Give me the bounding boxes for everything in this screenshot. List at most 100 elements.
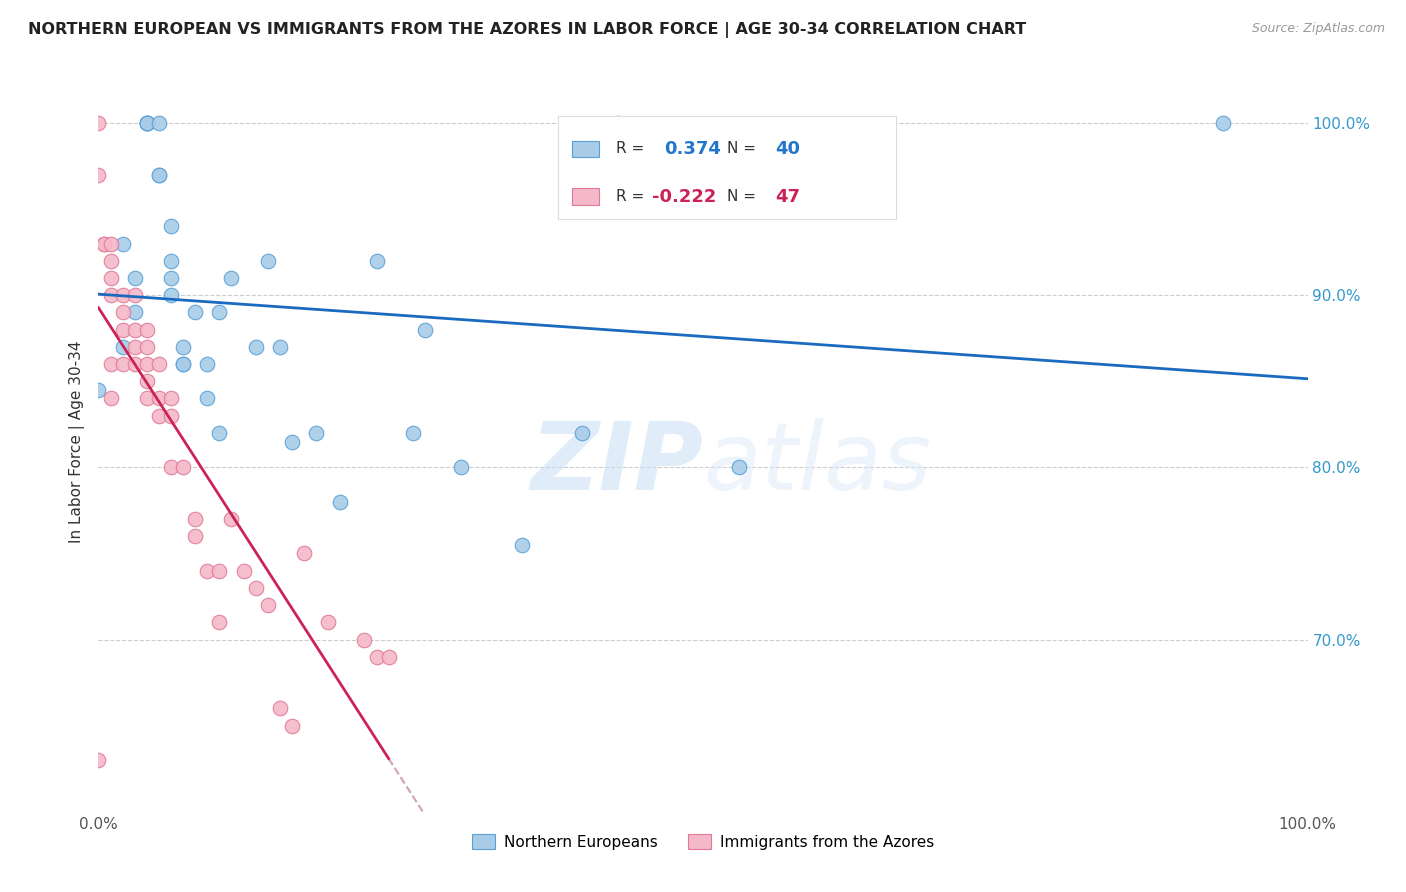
Text: N =: N = bbox=[727, 142, 761, 156]
Point bbox=[221, 271, 243, 285]
Point bbox=[607, 116, 630, 130]
Point bbox=[281, 718, 304, 732]
Point bbox=[184, 305, 207, 319]
Point bbox=[172, 460, 194, 475]
Point bbox=[728, 460, 751, 475]
Point bbox=[135, 116, 157, 130]
Point bbox=[172, 357, 194, 371]
Point bbox=[510, 538, 533, 552]
Point bbox=[124, 271, 146, 285]
Point bbox=[87, 383, 110, 397]
Point bbox=[100, 236, 122, 251]
Point bbox=[208, 425, 231, 440]
Point bbox=[135, 340, 157, 354]
Point bbox=[135, 116, 157, 130]
Point bbox=[124, 357, 146, 371]
Point bbox=[100, 271, 122, 285]
Point bbox=[93, 236, 115, 251]
Point bbox=[111, 357, 134, 371]
Point bbox=[87, 753, 110, 767]
Point bbox=[366, 649, 388, 664]
Point bbox=[256, 598, 278, 612]
Point bbox=[402, 425, 425, 440]
Point bbox=[100, 253, 122, 268]
FancyBboxPatch shape bbox=[572, 188, 599, 205]
Point bbox=[195, 392, 218, 406]
Text: R =: R = bbox=[616, 142, 650, 156]
Point bbox=[135, 357, 157, 371]
Point bbox=[135, 116, 157, 130]
Point bbox=[245, 340, 267, 354]
Point bbox=[366, 253, 388, 268]
Point bbox=[148, 392, 170, 406]
Point bbox=[135, 374, 157, 388]
Point bbox=[292, 546, 315, 560]
Point bbox=[208, 615, 231, 630]
Point bbox=[184, 512, 207, 526]
Point bbox=[160, 288, 183, 302]
Point bbox=[93, 236, 115, 251]
Point bbox=[111, 323, 134, 337]
Point bbox=[172, 340, 194, 354]
Y-axis label: In Labor Force | Age 30-34: In Labor Force | Age 30-34 bbox=[69, 340, 86, 543]
Point bbox=[111, 288, 134, 302]
Point bbox=[245, 581, 267, 595]
Point bbox=[135, 392, 157, 406]
Point bbox=[281, 434, 304, 449]
Legend: Northern Europeans, Immigrants from the Azores: Northern Europeans, Immigrants from the … bbox=[465, 828, 941, 856]
Point bbox=[195, 564, 218, 578]
Point bbox=[269, 340, 291, 354]
Point bbox=[160, 253, 183, 268]
Point bbox=[305, 425, 328, 440]
Point bbox=[450, 460, 472, 475]
Point bbox=[148, 168, 170, 182]
Point bbox=[269, 701, 291, 715]
Text: Source: ZipAtlas.com: Source: ZipAtlas.com bbox=[1251, 22, 1385, 36]
Point bbox=[124, 305, 146, 319]
Point bbox=[148, 116, 170, 130]
Point bbox=[124, 323, 146, 337]
Text: R =: R = bbox=[616, 189, 650, 204]
Point bbox=[100, 288, 122, 302]
Point bbox=[195, 357, 218, 371]
Point bbox=[100, 392, 122, 406]
Point bbox=[571, 425, 593, 440]
Text: NORTHERN EUROPEAN VS IMMIGRANTS FROM THE AZORES IN LABOR FORCE | AGE 30-34 CORRE: NORTHERN EUROPEAN VS IMMIGRANTS FROM THE… bbox=[28, 22, 1026, 38]
Point bbox=[353, 632, 375, 647]
Text: 47: 47 bbox=[776, 187, 800, 206]
Point bbox=[124, 288, 146, 302]
Text: ZIP: ZIP bbox=[530, 417, 703, 509]
Point bbox=[124, 340, 146, 354]
Point bbox=[87, 116, 110, 130]
Text: 0.374: 0.374 bbox=[664, 140, 721, 158]
Point bbox=[256, 253, 278, 268]
Point bbox=[172, 357, 194, 371]
Point bbox=[221, 512, 243, 526]
Point bbox=[208, 305, 231, 319]
Point bbox=[148, 168, 170, 182]
Point bbox=[316, 615, 339, 630]
Point bbox=[111, 340, 134, 354]
Point bbox=[160, 219, 183, 234]
Text: N =: N = bbox=[727, 189, 761, 204]
Point bbox=[329, 495, 352, 509]
Point bbox=[160, 409, 183, 423]
Text: atlas: atlas bbox=[703, 418, 931, 509]
Text: 40: 40 bbox=[776, 140, 800, 158]
Point bbox=[160, 460, 183, 475]
Point bbox=[148, 409, 170, 423]
Point bbox=[87, 168, 110, 182]
Point bbox=[111, 236, 134, 251]
FancyBboxPatch shape bbox=[572, 141, 599, 157]
Point bbox=[100, 357, 122, 371]
FancyBboxPatch shape bbox=[558, 116, 897, 219]
Point bbox=[184, 529, 207, 543]
Point bbox=[413, 323, 436, 337]
Text: -0.222: -0.222 bbox=[652, 187, 717, 206]
Point bbox=[160, 392, 183, 406]
Point bbox=[160, 271, 183, 285]
Point bbox=[135, 116, 157, 130]
Point bbox=[1212, 116, 1234, 130]
Point bbox=[135, 323, 157, 337]
Point bbox=[208, 564, 231, 578]
